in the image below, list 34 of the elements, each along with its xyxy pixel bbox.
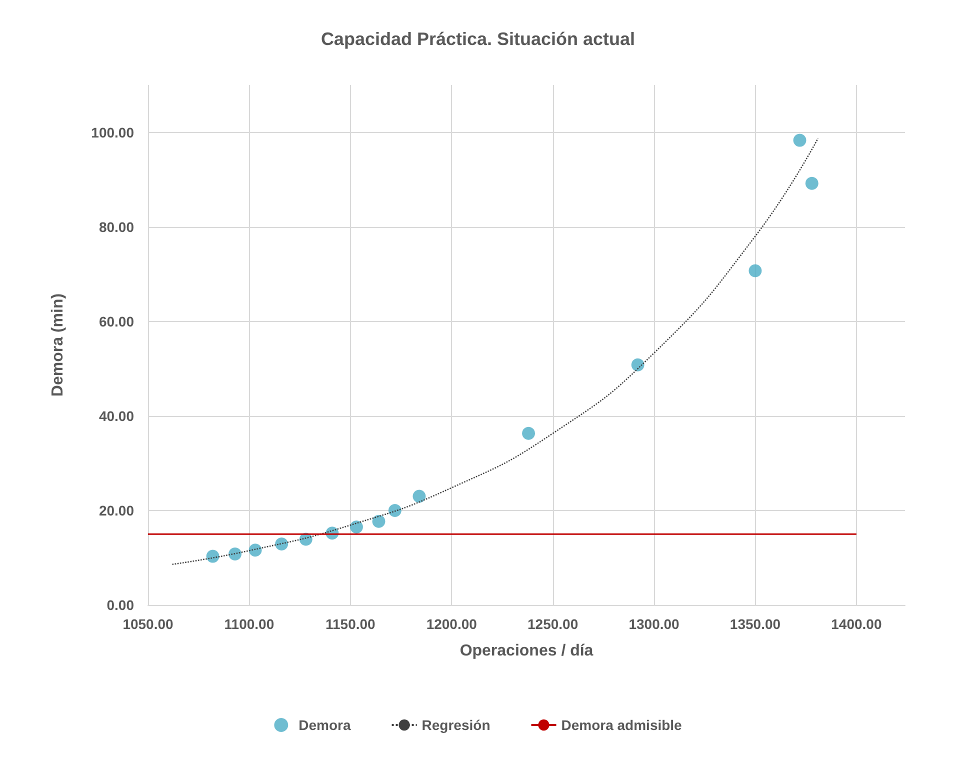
y-tick-label: 60.00 bbox=[98, 313, 134, 330]
point bbox=[275, 538, 288, 551]
y-tick-label: 40.00 bbox=[98, 408, 134, 424]
x-tick-label: 1200.00 bbox=[426, 616, 478, 632]
point bbox=[522, 426, 536, 440]
x-tick-label: 1250.00 bbox=[528, 616, 578, 632]
point bbox=[372, 514, 386, 528]
point bbox=[805, 176, 818, 190]
point bbox=[412, 490, 426, 503]
y-tick-label: 0.00 bbox=[106, 597, 134, 613]
point bbox=[248, 544, 262, 557]
x-tick-label: 1300.00 bbox=[628, 616, 680, 632]
x-tick-label: 1350.00 bbox=[730, 616, 781, 632]
x-tick-label: 1050.00 bbox=[122, 616, 174, 632]
point bbox=[206, 550, 220, 563]
point bbox=[793, 134, 806, 147]
x-tick-label: 1150.00 bbox=[325, 616, 376, 632]
y-axis-title: Demora (min) bbox=[50, 293, 66, 397]
point bbox=[350, 520, 363, 534]
legend-label: Regresión bbox=[422, 717, 490, 733]
y-tick-label: 100.00 bbox=[91, 124, 134, 140]
x-tick-label: 1100.00 bbox=[224, 616, 274, 632]
chart-title: Capacidad Práctica. Situación actual bbox=[320, 29, 636, 49]
x-axis-title: Operaciones / día bbox=[460, 642, 594, 660]
point bbox=[388, 504, 402, 517]
y-tick-label: 80.00 bbox=[98, 218, 134, 235]
legend-label: Demora admisible bbox=[561, 717, 682, 733]
point bbox=[631, 358, 644, 372]
legend-label: Demora bbox=[298, 717, 351, 733]
y-tick-label: 20.00 bbox=[98, 502, 134, 518]
x-tick-label: 1400.00 bbox=[831, 616, 882, 632]
point bbox=[748, 264, 762, 278]
line-series bbox=[172, 138, 819, 565]
point bbox=[228, 547, 242, 560]
